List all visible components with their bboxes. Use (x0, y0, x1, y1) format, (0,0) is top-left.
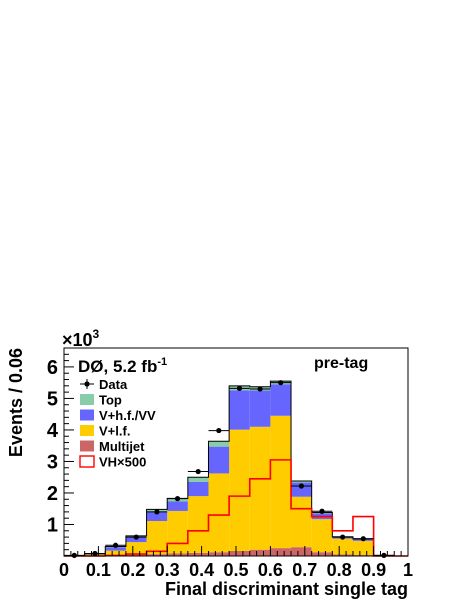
legend-label: VH×500 (99, 455, 146, 470)
bar-v-l-f (291, 496, 312, 548)
bar-v-l-f (249, 426, 271, 550)
x-tick-label: 0.5 (223, 560, 248, 580)
legend-entry: VH×500 (79, 455, 146, 470)
data-point (154, 509, 160, 515)
bar-multijet (311, 552, 333, 556)
data-point (113, 542, 119, 548)
bar-v-h-f-vv (270, 384, 292, 416)
bar-top (291, 480, 312, 483)
legend-swatch (79, 455, 95, 468)
y-tick-label: 4 (47, 420, 59, 442)
bar-multijet (249, 549, 271, 556)
y-tick-label: 1 (47, 514, 58, 536)
legend-swatch (80, 425, 94, 436)
bar-v-l-f (208, 473, 230, 553)
bar-multijet (291, 547, 312, 556)
bar-multijet (229, 550, 250, 556)
data-point (381, 552, 387, 558)
signal-step-line (64, 459, 408, 557)
data-point (92, 550, 98, 557)
bar-multijet (146, 554, 168, 556)
data-point (340, 534, 346, 540)
y-tick-label: 5 (47, 388, 58, 410)
x-axis-ticks: 0 0.1 0.2 0.3 0.4 0.5 0.6 0.7 0.8 0.9 1 (59, 546, 413, 580)
bar-v-l-f (332, 538, 353, 555)
bar-v-h-f-vv (249, 390, 271, 427)
data-point (360, 536, 366, 542)
bar-v-l-f (105, 550, 126, 556)
x-tick-label: 0.1 (86, 560, 111, 580)
y-multiplier: ×103 (62, 327, 100, 350)
data-point (195, 468, 201, 475)
bar-v-h-f-vv (208, 446, 230, 474)
bar-multijet (125, 554, 147, 556)
y-tick-label: 3 (47, 451, 58, 473)
data-point (298, 483, 304, 489)
bar-v-h-f-vv (146, 511, 168, 522)
bar-multijet (332, 554, 353, 556)
legend-entry: V+h.f./VV (80, 408, 156, 423)
x-tick-label: 0.8 (327, 560, 352, 580)
legend-swatch (80, 440, 94, 452)
legend-data-marker (84, 381, 90, 387)
bar-v-l-f (146, 521, 168, 555)
data-points (64, 380, 395, 558)
x-tick-label: 0.7 (292, 560, 317, 580)
x-tick-label: 0.3 (155, 560, 180, 580)
data-point (174, 496, 181, 502)
x-axis-label: Final discriminant single tag (165, 579, 408, 599)
legend-label: V+l.f. (99, 424, 130, 439)
legend-label: Multijet (99, 439, 145, 454)
bar-top (208, 441, 230, 447)
bar-v-h-f-vv (125, 537, 147, 543)
x-tick-label: 0.9 (361, 560, 386, 580)
x-tick-label: 0.2 (120, 560, 145, 580)
data-point (133, 534, 139, 540)
legend-label: V+h.f./VV (99, 408, 156, 423)
bar-v-l-f (167, 510, 188, 554)
data-point (71, 552, 77, 558)
legend-entry: Data (80, 377, 128, 392)
data-point (319, 508, 325, 514)
legend-entry: Top (80, 393, 122, 408)
bar-v-h-f-vv (167, 501, 188, 511)
y-tick-label: 2 (47, 483, 58, 505)
legend-label: Data (99, 377, 128, 392)
data-point (236, 385, 243, 391)
legend-swatch (80, 409, 94, 421)
bar-v-h-f-vv (229, 390, 250, 430)
x-tick-label: 1 (403, 560, 413, 580)
bar-v-h-f-vv (187, 481, 209, 497)
bar-v-l-f (187, 496, 209, 553)
bar-multijet (208, 552, 230, 556)
data-point (216, 427, 222, 434)
bar-multijet (270, 548, 292, 556)
bar-v-l-f (270, 415, 292, 549)
data-point (278, 380, 284, 386)
y-axis-label: Events / 0.06 (6, 348, 26, 457)
legend-swatch (80, 394, 94, 405)
bar-v-l-f (125, 542, 147, 555)
bar-multijet (167, 553, 188, 556)
bar-multijet (187, 552, 209, 556)
legend-label: Top (99, 393, 122, 408)
y-tick-label: 6 (47, 357, 58, 379)
bar-v-h-f-vv (105, 547, 126, 551)
legend-entry: Multijet (80, 439, 145, 454)
experiment-label: DØ, 5.2 fb-1 (78, 356, 167, 376)
bar-v-l-f (311, 519, 333, 553)
data-point (257, 386, 263, 392)
y-axis-ticks: 1 2 3 4 5 6 (47, 353, 74, 551)
bar-top (187, 477, 209, 482)
x-tick-label: 0.4 (189, 560, 214, 580)
legend-entry: V+l.f. (80, 424, 130, 439)
region-label: pre-tag (314, 355, 368, 372)
x-tick-label: 0.6 (258, 560, 283, 580)
signal-outline (64, 459, 408, 557)
x-tick-label: 0 (59, 560, 69, 580)
bar-v-l-f (229, 429, 250, 551)
bar-v-l-f (352, 540, 374, 556)
